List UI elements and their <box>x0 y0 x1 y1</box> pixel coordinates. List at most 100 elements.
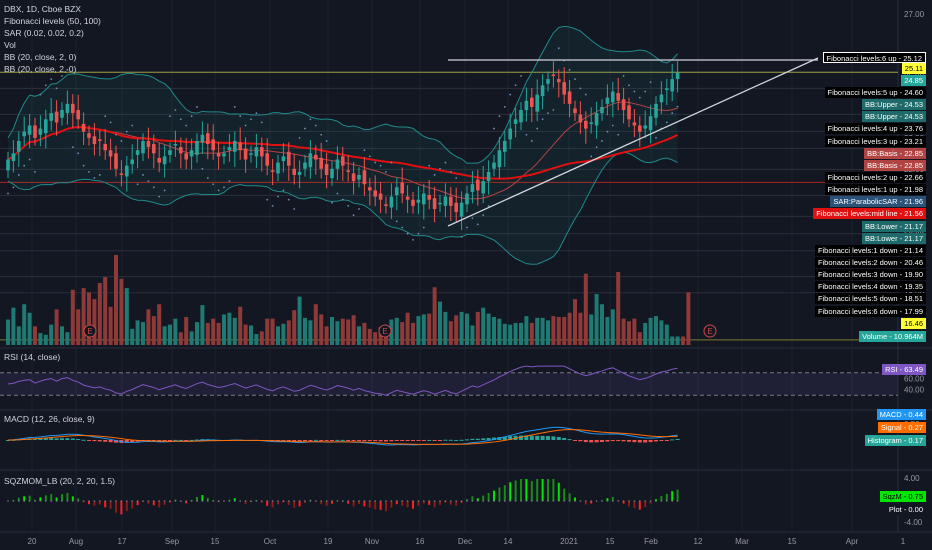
macd-histogram-bar <box>335 439 340 441</box>
sqz-tick-label: 4.00 <box>904 474 920 483</box>
volume-bar <box>443 311 448 345</box>
sqzmom-dot <box>88 500 90 502</box>
sqzmom-dot <box>352 500 355 502</box>
bb-fill <box>8 26 678 265</box>
volume-bar <box>249 325 253 345</box>
macd-histogram-bar <box>600 440 604 443</box>
volume-bar <box>70 289 75 345</box>
sqzmom-dot <box>120 500 123 502</box>
sar-dot <box>34 170 36 173</box>
macd-histogram-bar <box>178 439 183 441</box>
sqzmom-dot <box>423 500 425 502</box>
legend-bb-1[interactable]: BB (20, close, 2, 0) <box>4 52 77 62</box>
legend-sar[interactable]: SAR (0.02, 0.02, 0.2) <box>4 28 84 38</box>
sqzmom-title[interactable]: SQZMOM_LB (20, 2, 20, 1.5) <box>4 476 116 486</box>
sqzmom-dot <box>77 500 79 502</box>
sqzmom-dot <box>82 500 85 502</box>
time-tick-label: 19 <box>324 537 333 546</box>
sar-dot <box>460 235 463 238</box>
sar-dot <box>266 198 269 201</box>
macd-histogram-bar <box>481 438 486 440</box>
sqzmom-dot <box>379 500 382 502</box>
macd-histogram-bar <box>60 438 64 440</box>
trend-lines[interactable] <box>447 57 819 227</box>
macd-histogram-bar <box>162 440 167 441</box>
sqzmom-dot <box>34 500 36 502</box>
macd-histogram-bar <box>583 440 588 443</box>
volume-bar <box>81 288 86 345</box>
candle-body <box>659 94 664 103</box>
sar-dot <box>444 161 447 164</box>
sar-dot <box>428 164 431 167</box>
time-axis: 20 Aug 17 Sep 15 Oct 19 Nov 16 Dec 14 2021 15 Feb 12 Ma… <box>28 537 906 546</box>
rsi-band <box>0 372 898 396</box>
sar-dot <box>358 208 360 210</box>
sqzmom-dot <box>271 500 274 502</box>
sqzmom-dot <box>217 500 220 502</box>
sqzmom-pane <box>7 479 679 515</box>
sar-dot <box>498 115 501 118</box>
sar-dot <box>179 118 182 121</box>
sar-dot <box>233 106 236 108</box>
sqzmom-dot <box>482 500 485 502</box>
macd-title[interactable]: MACD (12, 26, close, 9) <box>4 414 95 424</box>
sar-dot <box>196 106 198 108</box>
candle-body <box>65 103 70 114</box>
price-tick-label: 27.00 <box>904 10 925 19</box>
candle-body <box>573 108 577 114</box>
candlesticks[interactable] <box>6 61 680 230</box>
legend-fibonacci[interactable]: Fibonacci levels (50, 100) <box>4 16 101 26</box>
candle-body <box>395 187 399 196</box>
price-scale-label: Fibonacci levels:6 down - 17.99 <box>814 306 926 317</box>
price-scale-label: Volume - 10.964M <box>859 331 926 342</box>
macd-histogram-bar <box>508 436 513 440</box>
volume-bar <box>567 312 572 345</box>
price-scale-label: BB:Upper - 24.53 <box>862 111 926 122</box>
candle-body <box>567 91 572 104</box>
candle-body <box>638 125 642 132</box>
candle-body <box>222 153 226 157</box>
candle-body <box>44 119 48 134</box>
volume-bar <box>411 322 415 345</box>
sqzmom-dot <box>374 500 377 502</box>
sar-dot <box>455 177 458 179</box>
sar-dot <box>525 133 528 136</box>
candle-body <box>627 105 631 120</box>
candle-body <box>357 174 361 180</box>
volume-bar <box>351 315 356 345</box>
volume-bar <box>130 328 135 345</box>
legend-volume[interactable]: Vol <box>4 40 16 50</box>
sqzmom-dot <box>558 500 560 502</box>
sqzmom-dot <box>18 500 20 502</box>
sar-dot <box>158 195 161 198</box>
volume-bar <box>65 332 70 345</box>
sqzmom-dot <box>401 500 404 502</box>
sar-dot <box>541 118 544 121</box>
volume-bar <box>281 323 286 345</box>
volume-bar <box>578 312 583 345</box>
volume-bar <box>124 288 129 345</box>
macd-histogram-bar <box>594 440 599 443</box>
macd-histogram-bar <box>632 440 637 443</box>
candle-body <box>249 153 253 155</box>
candle-body <box>330 168 334 179</box>
macd-histogram-bar <box>648 440 653 443</box>
volume-bar <box>643 322 648 345</box>
symbol-title[interactable]: DBX, 1D, Cboe BZX <box>4 4 82 14</box>
sqzmom-dot <box>369 500 371 502</box>
sar-dot <box>584 93 587 96</box>
sar-dot <box>304 127 306 130</box>
rsi-title[interactable]: RSI (14, close) <box>4 352 61 362</box>
macd-histogram-bar <box>324 440 329 441</box>
macd-histogram-bar <box>384 440 388 442</box>
sqzmom-dot <box>55 500 58 502</box>
macd-histogram-bar <box>643 440 648 443</box>
sar-dot <box>298 136 301 139</box>
candle-body <box>308 153 313 168</box>
candle-body <box>546 79 550 84</box>
sar-dot <box>287 198 290 201</box>
legend-bb-2[interactable]: BB (20, close, 2, 0) <box>4 64 77 74</box>
volume-bar <box>421 314 426 345</box>
